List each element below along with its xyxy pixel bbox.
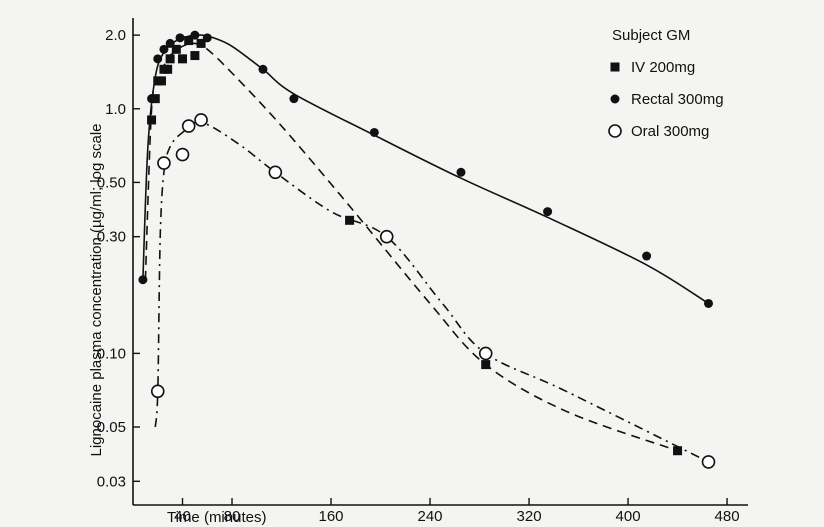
series-marker-circle (194, 113, 208, 127)
series-marker-circle (157, 156, 171, 170)
series-marker-dot (147, 94, 157, 104)
series-marker-square (156, 76, 166, 86)
legend-entry: Oral 300mg (631, 123, 709, 140)
series-marker-square (171, 44, 181, 54)
series-marker-dot (610, 94, 620, 104)
y-tick-label: 0.30 (97, 229, 126, 246)
series-marker-square (165, 54, 175, 64)
series-marker-dot (175, 33, 185, 43)
y-tick-label: 0.03 (97, 473, 126, 490)
series-marker-square (610, 62, 620, 72)
series-marker-square (178, 54, 188, 64)
series-marker-square (345, 215, 355, 225)
axes (132, 18, 748, 506)
series-line (154, 121, 709, 463)
series-marker-dot (153, 54, 163, 64)
series-marker-circle (478, 346, 493, 361)
y-tick-label: 0.05 (97, 419, 126, 436)
series-marker-square (147, 115, 157, 125)
series-marker-dot (258, 64, 268, 74)
series-marker-square (673, 446, 683, 456)
y-axis-title: Lignocaine plasma concentration (µg/ml; … (88, 124, 105, 457)
legend-entry: IV 200mg (631, 59, 695, 76)
x-tick-label: 480 (715, 508, 740, 525)
series-marker-dot (202, 33, 212, 43)
series-marker-dot (369, 127, 379, 137)
series-marker-dot (159, 44, 169, 54)
series-marker-circle (701, 455, 716, 469)
series-line (142, 34, 709, 305)
x-tick-label: 400 (616, 508, 641, 525)
series-marker-square (190, 51, 200, 61)
x-ticks: 40 80 160 240 320 400 480 (174, 498, 740, 525)
series-marker-circle (379, 229, 394, 244)
series-marker-circle (175, 147, 190, 162)
y-tick-label: 0.10 (97, 345, 126, 362)
x-tick-label: 40 (174, 508, 191, 525)
x-axis-title: Time (minutes) (167, 509, 266, 526)
series-marker-square (184, 36, 194, 46)
x-tick-label: 240 (418, 508, 443, 525)
y-tick-label: 1.0 (105, 101, 126, 118)
series-marker-circle (150, 384, 165, 399)
series-marker-dot (543, 207, 553, 217)
series-marker-dot (456, 167, 466, 177)
series-marker-dot (642, 251, 652, 261)
series-marker-dot (138, 275, 148, 285)
y-tick-label: 2.0 (105, 27, 126, 44)
series-marker-dot (703, 298, 713, 308)
series-marker-square (163, 64, 173, 74)
series-markers (138, 30, 716, 469)
series-marker-square (196, 38, 206, 48)
y-ticks: 0.03 0.05 0.10 0.30 0.50 1.0 2.0 (97, 27, 140, 490)
series-marker-circle (608, 124, 622, 138)
series-marker-dot (190, 30, 200, 40)
x-tick-label: 80 (224, 508, 241, 525)
y-tick-label: 0.50 (97, 174, 126, 191)
series-line (144, 42, 678, 452)
series-marker-circle (181, 119, 196, 133)
x-tick-label: 160 (319, 508, 344, 525)
legend-title: Subject GM (612, 27, 690, 44)
series-marker-dot (289, 94, 299, 104)
series-marker-circle (268, 165, 283, 180)
series-marker-square (481, 360, 491, 370)
legend-entry: Rectal 300mg (631, 91, 724, 108)
x-tick-label: 320 (517, 508, 542, 525)
series-marker-dot (165, 38, 175, 48)
legend: Subject GM IV 200mg Rectal 300mg Oral 300m… (608, 27, 724, 140)
series-curves (142, 34, 709, 463)
